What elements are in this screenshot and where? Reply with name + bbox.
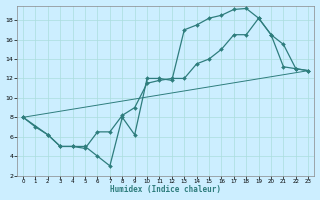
X-axis label: Humidex (Indice chaleur): Humidex (Indice chaleur) — [110, 185, 221, 194]
